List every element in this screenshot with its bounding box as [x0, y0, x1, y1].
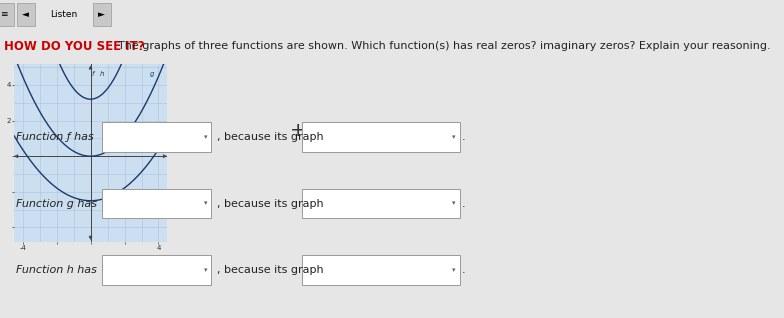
Text: Function h has: Function h has: [16, 265, 96, 275]
Text: , because its graph: , because its graph: [217, 132, 324, 142]
Text: ▾: ▾: [204, 134, 208, 140]
Text: Listen: Listen: [50, 10, 77, 19]
Text: .: .: [462, 265, 466, 275]
Text: ▾: ▾: [204, 201, 208, 206]
Text: +: +: [289, 121, 307, 140]
FancyBboxPatch shape: [0, 3, 14, 26]
Text: Function ƒ has: Function ƒ has: [16, 132, 93, 142]
Text: ►: ►: [98, 10, 105, 19]
Text: HOW DO YOU SEE IT?: HOW DO YOU SEE IT?: [4, 40, 144, 52]
Bar: [102, 255, 212, 285]
Text: .: .: [462, 198, 466, 209]
Text: , because its graph: , because its graph: [217, 265, 324, 275]
Text: ▾: ▾: [204, 267, 208, 273]
Text: ◄: ◄: [22, 10, 29, 19]
Bar: [302, 189, 459, 218]
Bar: [302, 122, 459, 152]
Text: The graphs of three functions are shown. Which function(s) has real zeros? imagi: The graphs of three functions are shown.…: [111, 41, 771, 51]
Text: ▾: ▾: [452, 267, 456, 273]
Bar: [102, 189, 212, 218]
Text: g: g: [150, 71, 154, 77]
Text: ≡: ≡: [1, 10, 8, 19]
Text: .: .: [462, 132, 466, 142]
Text: f: f: [92, 71, 94, 77]
Text: ▾: ▾: [452, 134, 456, 140]
Bar: [302, 255, 459, 285]
Text: h: h: [100, 71, 104, 77]
Text: ▾: ▾: [452, 201, 456, 206]
Text: , because its graph: , because its graph: [217, 198, 324, 209]
FancyBboxPatch shape: [93, 3, 111, 26]
Bar: [102, 122, 212, 152]
Text: Function g has: Function g has: [16, 198, 96, 209]
FancyBboxPatch shape: [17, 3, 35, 26]
